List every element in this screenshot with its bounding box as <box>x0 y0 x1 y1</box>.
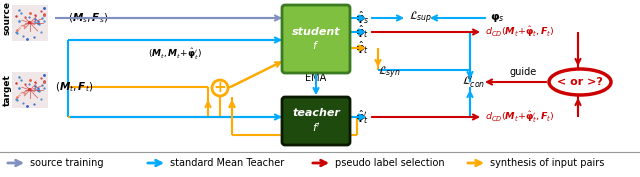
Text: guide: guide <box>510 67 537 77</box>
Bar <box>12 5 48 41</box>
Text: $\hat{\boldsymbol{\varphi}}_s$: $\hat{\boldsymbol{\varphi}}_s$ <box>355 10 370 26</box>
Text: $(\boldsymbol{M}_s, \boldsymbol{F}_s)$: $(\boldsymbol{M}_s, \boldsymbol{F}_s)$ <box>68 11 108 25</box>
Text: +: + <box>214 81 227 96</box>
Text: student
$f$: student $f$ <box>292 27 340 51</box>
Text: standard Mean Teacher: standard Mean Teacher <box>170 158 284 168</box>
Bar <box>12 72 48 108</box>
Text: $\mathcal{L}_{sup}$: $\mathcal{L}_{sup}$ <box>409 10 433 26</box>
Text: $\mathcal{L}_{syn}$: $\mathcal{L}_{syn}$ <box>378 65 401 81</box>
Text: teacher
$f'$: teacher $f'$ <box>292 109 340 134</box>
Text: $\mathcal{L}_{con}'$: $\mathcal{L}_{con}'$ <box>462 74 485 90</box>
Text: $d_{CD}(\boldsymbol{M}_t{+}\hat{\boldsymbol{\varphi}}_t, \boldsymbol{F}_t)$: $d_{CD}(\boldsymbol{M}_t{+}\hat{\boldsym… <box>485 25 555 39</box>
Text: < or >?: < or >? <box>557 77 603 87</box>
Ellipse shape <box>549 69 611 95</box>
Text: synthesis of input pairs: synthesis of input pairs <box>490 158 604 168</box>
Text: $\hat{\boldsymbol{\varphi}}_t$: $\hat{\boldsymbol{\varphi}}_t$ <box>355 24 369 40</box>
Text: $\hat{\boldsymbol{\varphi}}_t'$: $\hat{\boldsymbol{\varphi}}_t'$ <box>355 108 369 126</box>
FancyBboxPatch shape <box>282 5 350 73</box>
Text: $d_{CD}(\boldsymbol{M}_t{+}\hat{\boldsymbol{\varphi}}_t', \boldsymbol{F}_t)$: $d_{CD}(\boldsymbol{M}_t{+}\hat{\boldsym… <box>485 109 555 125</box>
Text: $\boldsymbol{\varphi}_s$: $\boldsymbol{\varphi}_s$ <box>490 12 505 24</box>
Text: target: target <box>3 74 12 106</box>
Text: $\hat{\boldsymbol{\varphi}}_t$: $\hat{\boldsymbol{\varphi}}_t$ <box>355 40 369 56</box>
FancyBboxPatch shape <box>282 97 350 145</box>
Text: source: source <box>3 1 12 35</box>
Text: $(\boldsymbol{M}_t, \boldsymbol{F}_t)$: $(\boldsymbol{M}_t, \boldsymbol{F}_t)$ <box>55 80 93 94</box>
Text: EMA: EMA <box>305 73 326 83</box>
Text: $(\boldsymbol{M}_t, \boldsymbol{M}_t{+}\hat{\boldsymbol{\varphi}}_t^\prime)$: $(\boldsymbol{M}_t, \boldsymbol{M}_t{+}\… <box>148 46 202 62</box>
Text: source training: source training <box>30 158 104 168</box>
Text: pseudo label selection: pseudo label selection <box>335 158 445 168</box>
